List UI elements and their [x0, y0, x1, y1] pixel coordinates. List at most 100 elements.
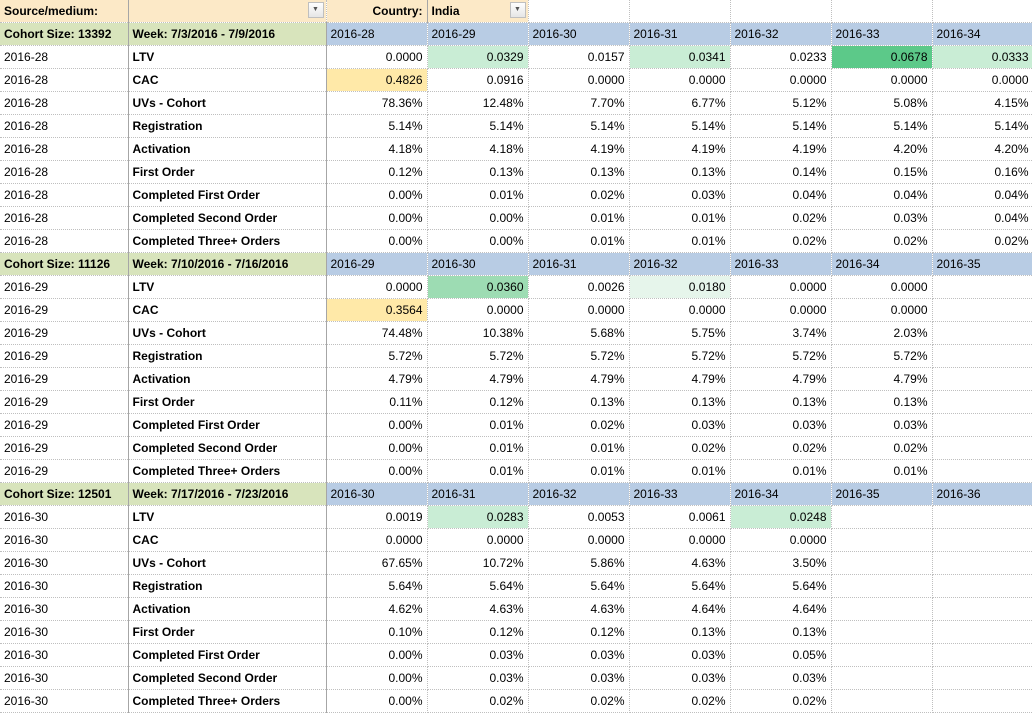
value-cell: 5.86%	[528, 552, 629, 575]
dropdown-arrow-icon[interactable]: ▼	[308, 2, 324, 18]
value-cell: 0.04%	[730, 184, 831, 207]
value-cell: 0.00%	[326, 414, 427, 437]
period-header: 2016-34	[932, 23, 1032, 46]
value-cell: 5.64%	[427, 575, 528, 598]
cohort-id-cell: 2016-30	[0, 621, 128, 644]
cohort-week-label: Week: 7/10/2016 - 7/16/2016	[128, 253, 326, 276]
value-cell: 78.36%	[326, 92, 427, 115]
metric-label: Completed Three+ Orders	[128, 690, 326, 713]
cohort-id-cell: 2016-28	[0, 69, 128, 92]
metric-label: First Order	[128, 621, 326, 644]
metric-label: Activation	[128, 368, 326, 391]
value-cell: 5.64%	[629, 575, 730, 598]
value-cell: 0.0053	[528, 506, 629, 529]
value-cell: 0.12%	[326, 161, 427, 184]
value-cell: 4.20%	[831, 138, 932, 161]
value-cell: 5.14%	[932, 115, 1032, 138]
value-cell: 0.03%	[629, 667, 730, 690]
value-cell	[932, 276, 1032, 299]
value-cell: 0.0000	[326, 529, 427, 552]
value-cell: 0.01%	[629, 207, 730, 230]
value-cell	[831, 644, 932, 667]
value-cell: 74.48%	[326, 322, 427, 345]
value-cell: 0.00%	[326, 437, 427, 460]
value-cell: 0.02%	[730, 230, 831, 253]
period-header: 2016-30	[528, 23, 629, 46]
value-cell: 0.00%	[326, 667, 427, 690]
value-cell: 0.0000	[831, 276, 932, 299]
period-header: 2016-32	[528, 483, 629, 506]
value-cell: 4.64%	[730, 598, 831, 621]
value-cell: 0.13%	[730, 621, 831, 644]
cohort-id-cell: 2016-30	[0, 506, 128, 529]
value-cell	[932, 368, 1032, 391]
period-header: 2016-30	[427, 253, 528, 276]
cohort-id-cell: 2016-30	[0, 690, 128, 713]
value-cell: 0.00%	[326, 690, 427, 713]
value-cell: 5.14%	[730, 115, 831, 138]
value-cell: 4.63%	[528, 598, 629, 621]
value-cell: 4.62%	[326, 598, 427, 621]
value-cell: 0.02%	[528, 184, 629, 207]
value-cell: 0.05%	[730, 644, 831, 667]
value-cell: 0.0248	[730, 506, 831, 529]
cohort-id-cell: 2016-30	[0, 575, 128, 598]
value-cell: 0.00%	[427, 230, 528, 253]
cohort-id-cell: 2016-30	[0, 552, 128, 575]
value-cell: 4.64%	[629, 598, 730, 621]
value-cell	[932, 667, 1032, 690]
metric-label: CAC	[128, 299, 326, 322]
cohort-id-cell: 2016-29	[0, 322, 128, 345]
metric-label: CAC	[128, 69, 326, 92]
period-header: 2016-33	[629, 483, 730, 506]
value-cell: 0.0000	[932, 69, 1032, 92]
value-cell	[932, 322, 1032, 345]
metric-label: Registration	[128, 575, 326, 598]
value-cell: 0.03%	[629, 184, 730, 207]
period-header: 2016-28	[326, 23, 427, 46]
value-cell	[932, 299, 1032, 322]
value-cell: 0.02%	[831, 230, 932, 253]
value-cell: 0.02%	[831, 437, 932, 460]
value-cell: 0.0000	[326, 46, 427, 69]
value-cell: 0.02%	[932, 230, 1032, 253]
value-cell: 5.72%	[831, 345, 932, 368]
value-cell: 0.01%	[528, 460, 629, 483]
filter-source-value[interactable]: ▼	[128, 0, 326, 23]
metric-label: Completed First Order	[128, 414, 326, 437]
value-cell: 0.02%	[730, 437, 831, 460]
value-cell	[932, 414, 1032, 437]
metric-label: Activation	[128, 138, 326, 161]
metric-label: Registration	[128, 115, 326, 138]
value-cell: 5.14%	[326, 115, 427, 138]
cohort-id-cell: 2016-29	[0, 299, 128, 322]
metric-label: Completed Second Order	[128, 207, 326, 230]
value-cell: 5.14%	[831, 115, 932, 138]
value-cell: 0.0019	[326, 506, 427, 529]
value-cell: 0.00%	[326, 460, 427, 483]
metric-label: UVs - Cohort	[128, 322, 326, 345]
value-cell: 3.74%	[730, 322, 831, 345]
value-cell: 0.15%	[831, 161, 932, 184]
value-cell: 0.13%	[629, 161, 730, 184]
value-cell	[932, 529, 1032, 552]
value-cell: 0.04%	[831, 184, 932, 207]
value-cell: 0.00%	[326, 644, 427, 667]
value-cell: 5.68%	[528, 322, 629, 345]
value-cell: 0.0000	[629, 299, 730, 322]
value-cell: 0.0000	[528, 69, 629, 92]
value-cell: 0.0000	[528, 529, 629, 552]
cohort-id-cell: 2016-30	[0, 529, 128, 552]
value-cell: 0.0000	[730, 69, 831, 92]
filter-country-value[interactable]: India▼	[427, 0, 528, 23]
value-cell: 5.14%	[629, 115, 730, 138]
value-cell: 0.03%	[831, 207, 932, 230]
value-cell: 0.0000	[730, 299, 831, 322]
value-cell: 0.4826	[326, 69, 427, 92]
dropdown-arrow-icon[interactable]: ▼	[510, 2, 526, 18]
metric-label: CAC	[128, 529, 326, 552]
cohort-id-cell: 2016-30	[0, 667, 128, 690]
value-cell: 2.03%	[831, 322, 932, 345]
value-cell: 5.64%	[730, 575, 831, 598]
value-cell: 0.0000	[427, 529, 528, 552]
